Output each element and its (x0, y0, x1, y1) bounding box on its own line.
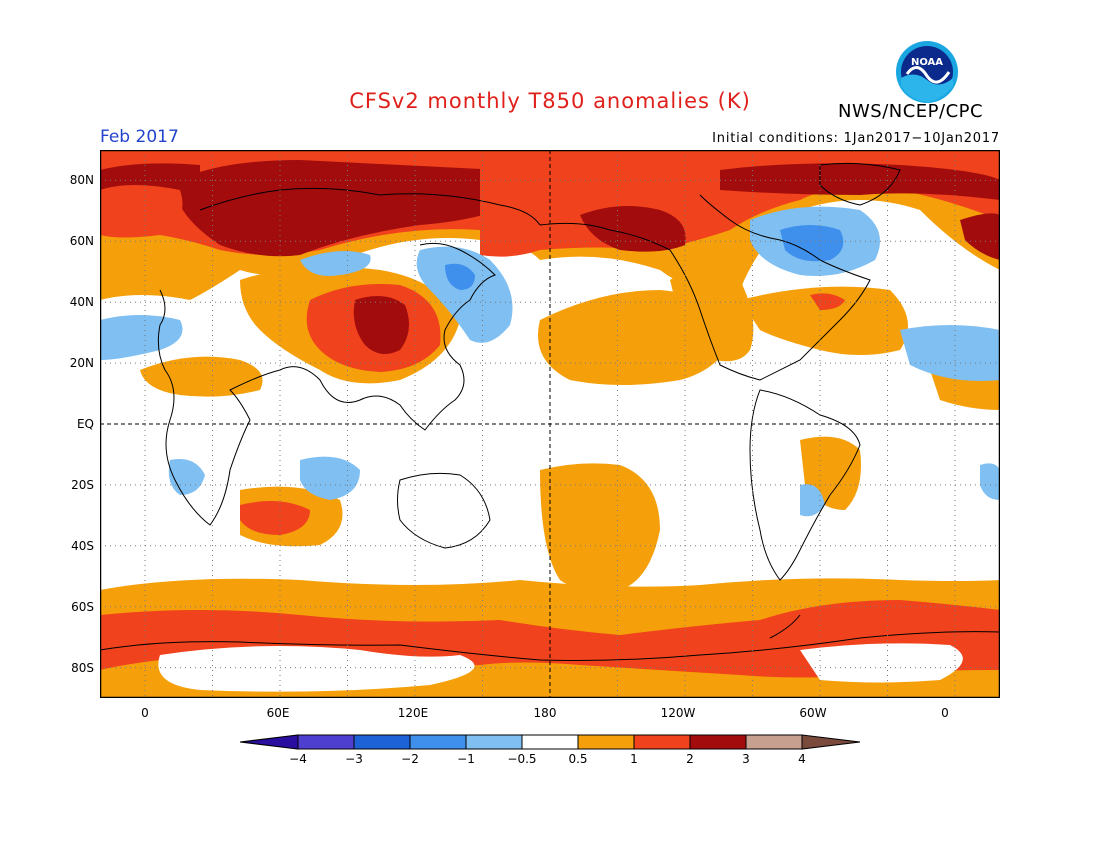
colorbar-level-label: −4 (289, 752, 307, 766)
coastline-south-america (749, 389, 861, 581)
colorbar-level-label: −1 (457, 752, 475, 766)
anomaly-region-tropical-south-orange (540, 463, 660, 592)
anomaly-region-europe-red (100, 185, 183, 238)
lon-label: 60E (266, 706, 290, 720)
anomaly-region-china-darkred (353, 296, 409, 354)
lat-label: 40N (69, 295, 94, 309)
lat-label: 40S (71, 539, 94, 553)
colorbar-end-high (801, 734, 861, 750)
coastlines (100, 162, 1000, 661)
colorbar-level-label: 0.5 (568, 752, 588, 766)
lat-label: 80S (71, 661, 94, 675)
colorbar-level-label: 3 (742, 752, 750, 766)
lon-label: 180 (533, 706, 557, 720)
anomaly-region-greenland-darkred (720, 163, 1000, 200)
anomaly-region-atlantic-red (810, 293, 845, 310)
coastline-asia-north (199, 187, 541, 226)
anomaly-region-mediterranean-light-blue (100, 315, 183, 360)
lon-label: 0 (941, 706, 949, 720)
chart-title: CFSv2 monthly T850 anomalies (K) (349, 89, 751, 113)
anomaly-region-west-pacific-blue (445, 263, 475, 290)
coastline-north-america (539, 194, 871, 381)
colorbar-swatch (745, 734, 803, 750)
anomaly-region-east-atlantic-darkred (960, 213, 1000, 260)
anomaly-region-west-pacific-light-blue (416, 246, 513, 343)
anomaly-map (100, 150, 1000, 698)
colorbar-level-label: 4 (798, 752, 806, 766)
anomaly-region-atlantic-orange (740, 286, 908, 355)
map-frame (100, 150, 1000, 698)
colorbar-swatch (297, 734, 355, 750)
agency-label: NWS/NCEP/CPC (838, 101, 984, 122)
anomaly-region-east-africa-light-blue (980, 463, 1000, 500)
anomaly-region-siberia-light-blue (300, 251, 371, 276)
anomaly-region-north-america-orange (670, 270, 754, 362)
anomaly-region-alaska-darkred (580, 206, 686, 252)
anomaly-region-atlantic-light-blue (900, 325, 1000, 381)
anomaly-region-antarctic-white (158, 646, 475, 692)
colorbar-swatch (465, 734, 523, 750)
lat-label: EQ (76, 417, 94, 431)
colorbar (240, 734, 861, 750)
lat-label: 80N (69, 173, 94, 187)
coastline-australia (397, 472, 491, 549)
colorbar-level-label: 1 (630, 752, 638, 766)
colorbar-swatch (633, 734, 691, 750)
lon-label: 120W (660, 706, 696, 720)
colorbar-level-label: −0.5 (507, 752, 537, 766)
initial-conditions: Initial conditions: 1Jan2017−10Jan2017 (712, 131, 1000, 146)
lat-label: 20N (69, 356, 94, 370)
anomaly-region-south-america-light-blue (800, 484, 825, 517)
coastline-antarctica (100, 631, 1000, 661)
coastline-greenland (819, 162, 901, 206)
lon-label: 60W (799, 706, 827, 720)
logo-text: NOAA (911, 57, 943, 68)
colorbar-level-label: −2 (401, 752, 419, 766)
lat-label: 20S (71, 478, 94, 492)
valid-month: Feb 2017 (100, 127, 179, 147)
reference-lines (100, 150, 1000, 698)
coastline-antarctic-peninsula (769, 614, 801, 639)
coastline-europe-africa (157, 242, 496, 526)
anomaly-region-canada-blue (780, 225, 844, 262)
colorbar-level-label: −3 (345, 752, 363, 766)
colorbar-swatch (409, 734, 467, 750)
colorbar-swatch (689, 734, 747, 750)
anomaly-region-antarctic-white-east (800, 643, 963, 683)
lat-label: 60S (71, 600, 94, 614)
anomaly-region-siberia-darkred (180, 160, 514, 257)
colorbar-swatch (577, 734, 635, 750)
colorbar-swatch (353, 734, 411, 750)
anomaly-region-indian-ocean-light-blue (300, 456, 360, 500)
lon-label: 120E (397, 706, 429, 720)
lon-label: 0 (141, 706, 149, 720)
lat-label: 60N (69, 234, 94, 248)
noaa-logo-icon: NOAA (896, 41, 958, 103)
anomaly-region-north-africa-orange (140, 356, 263, 397)
anomaly-region-south-indian-red (240, 501, 310, 535)
colorbar-swatch (521, 734, 579, 750)
colorbar-level-label: 2 (686, 752, 694, 766)
colorbar-end-low (240, 734, 299, 750)
